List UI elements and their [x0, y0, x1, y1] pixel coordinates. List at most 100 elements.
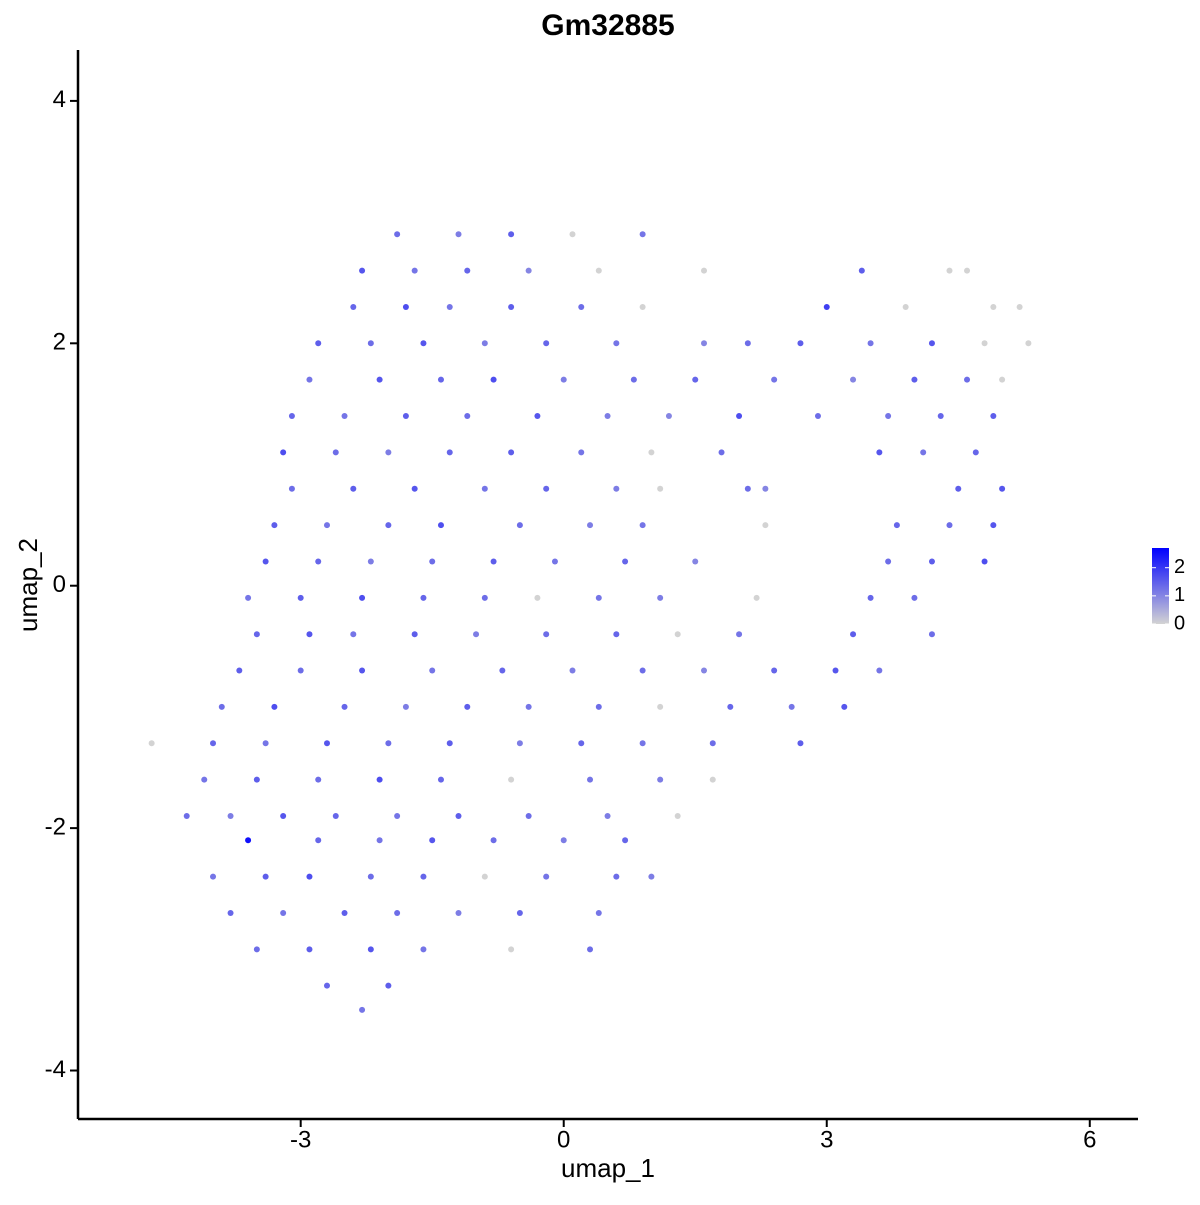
point [508, 231, 515, 238]
point [455, 909, 462, 916]
point [876, 667, 883, 674]
point [376, 376, 383, 383]
point [446, 740, 453, 747]
point [201, 776, 208, 783]
x-tick-label: 6 [1083, 1126, 1096, 1153]
point [367, 340, 374, 347]
point [560, 376, 567, 383]
point [692, 558, 699, 565]
point [578, 303, 585, 310]
point [429, 667, 436, 674]
x-tick-label: -3 [290, 1126, 311, 1153]
point [315, 558, 322, 565]
point [639, 740, 646, 747]
colorbar-label: 0 [1174, 612, 1185, 634]
point [394, 231, 401, 238]
point [657, 594, 664, 601]
y-tick-label: -4 [45, 1056, 66, 1083]
point [665, 413, 672, 420]
point [604, 413, 611, 420]
point [306, 946, 313, 953]
point [674, 631, 681, 638]
point [639, 667, 646, 674]
point [622, 837, 629, 844]
point [902, 303, 909, 310]
point [481, 873, 488, 880]
point [341, 413, 348, 420]
point [613, 340, 620, 347]
point [543, 873, 550, 880]
point [350, 303, 357, 310]
point [516, 522, 523, 529]
point [359, 267, 366, 274]
point [420, 340, 427, 347]
point [420, 946, 427, 953]
point [359, 1006, 366, 1013]
point [446, 449, 453, 456]
y-tick-label: 0 [53, 571, 66, 598]
point [429, 558, 436, 565]
point [744, 485, 751, 492]
point [560, 837, 567, 844]
point [359, 667, 366, 674]
point [323, 982, 330, 989]
point [350, 631, 357, 638]
point [850, 376, 857, 383]
point [437, 376, 444, 383]
point [639, 522, 646, 529]
colorbar-label: 1 [1174, 584, 1185, 606]
point [990, 522, 997, 529]
y-tick-label: -2 [45, 813, 66, 840]
point [385, 449, 392, 456]
point [341, 703, 348, 710]
point [797, 740, 804, 747]
point [306, 631, 313, 638]
point [999, 376, 1006, 383]
point [253, 776, 260, 783]
point [297, 594, 304, 601]
point [245, 837, 252, 844]
point [367, 873, 374, 880]
point [262, 873, 269, 880]
point [455, 231, 462, 238]
point [508, 449, 515, 456]
point [613, 631, 620, 638]
point [604, 812, 611, 819]
point [595, 267, 602, 274]
point [578, 740, 585, 747]
point [411, 267, 418, 274]
point [420, 873, 427, 880]
point [525, 812, 532, 819]
x-tick-label: 3 [820, 1126, 833, 1153]
point [253, 946, 260, 953]
point [499, 667, 506, 674]
point [639, 303, 646, 310]
point [218, 703, 225, 710]
point [946, 267, 953, 274]
point [446, 303, 453, 310]
point [709, 740, 716, 747]
point [245, 594, 252, 601]
point [569, 667, 576, 674]
point [727, 703, 734, 710]
point [271, 522, 278, 529]
point [534, 413, 541, 420]
point [753, 594, 760, 601]
point [736, 413, 743, 420]
point [280, 909, 287, 916]
point [262, 558, 269, 565]
point [376, 837, 383, 844]
point [744, 340, 751, 347]
y-tick-label: 2 [53, 329, 66, 356]
point [657, 703, 664, 710]
point [516, 740, 523, 747]
point [543, 485, 550, 492]
point [332, 812, 339, 819]
point [657, 485, 664, 492]
point [797, 340, 804, 347]
point [341, 909, 348, 916]
point [481, 594, 488, 601]
point [437, 776, 444, 783]
point [385, 982, 392, 989]
point [613, 485, 620, 492]
